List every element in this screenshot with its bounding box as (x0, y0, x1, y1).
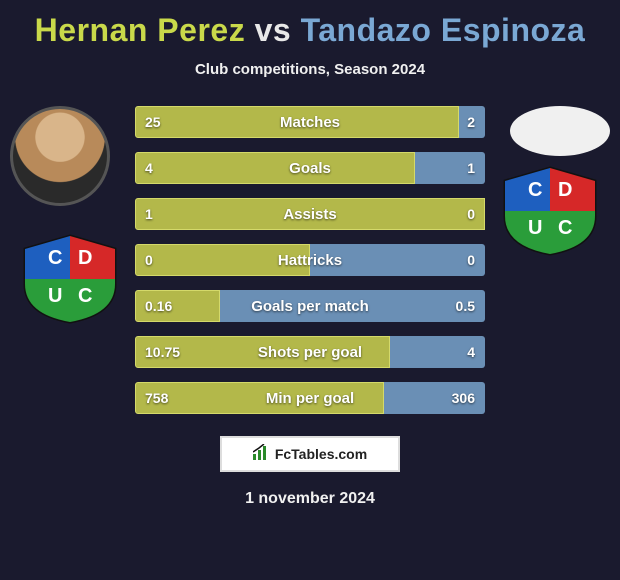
svg-text:U: U (528, 217, 542, 239)
player2-name: Tandazo Espinoza (301, 12, 586, 48)
player2-avatar (510, 106, 610, 156)
chart-icon (253, 444, 271, 465)
comparison-title: Hernan Perez vs Tandazo Espinoza (0, 0, 620, 49)
stat-row: 0.160.5Goals per match (135, 290, 485, 322)
stat-bar-right (310, 244, 485, 276)
shield-icon: C D U C (500, 166, 600, 256)
brand-badge[interactable]: FcTables.com (220, 436, 400, 472)
stat-row: 00Hattricks (135, 244, 485, 276)
brand-text: FcTables.com (275, 446, 367, 462)
svg-text:C: C (528, 179, 542, 201)
date-label: 1 november 2024 (0, 490, 620, 508)
stat-bar-left (135, 290, 220, 322)
stat-row: 41Goals (135, 152, 485, 184)
stat-row: 758306Min per goal (135, 382, 485, 414)
stat-row: 252Matches (135, 106, 485, 138)
shield-icon: C D U C (20, 234, 120, 324)
stat-row: 10Assists (135, 198, 485, 230)
stat-bar-right (390, 336, 485, 368)
svg-text:C: C (558, 217, 572, 239)
svg-text:U: U (48, 285, 62, 307)
subtitle: Club competitions, Season 2024 (0, 61, 620, 78)
stats-table: 252Matches 41Goals 10Assists 00Hattricks 0.1… (135, 106, 485, 414)
player1-name: Hernan Perez (35, 12, 246, 48)
svg-text:C: C (78, 285, 92, 307)
stat-bar-left (135, 106, 459, 138)
stat-bar-right (220, 290, 485, 322)
stat-bar-left (135, 152, 415, 184)
player1-club-crest: C D U C (20, 234, 120, 324)
svg-text:D: D (558, 179, 572, 201)
svg-text:C: C (48, 247, 62, 269)
stat-bar-right (459, 106, 485, 138)
stat-bar-left (135, 382, 384, 414)
svg-text:D: D (78, 247, 92, 269)
player1-avatar (10, 106, 110, 206)
vs-separator: vs (255, 12, 292, 48)
stat-row: 10.754Shots per goal (135, 336, 485, 368)
stat-bar-left (135, 198, 485, 230)
stat-bar-right (384, 382, 485, 414)
stat-bar-right (415, 152, 485, 184)
content-area: C D U C C D U C 252Matches 41Goals 10Assis… (0, 106, 620, 414)
stat-bar-left (135, 336, 390, 368)
player2-club-crest: C D U C (500, 166, 600, 256)
stat-bar-left (135, 244, 310, 276)
